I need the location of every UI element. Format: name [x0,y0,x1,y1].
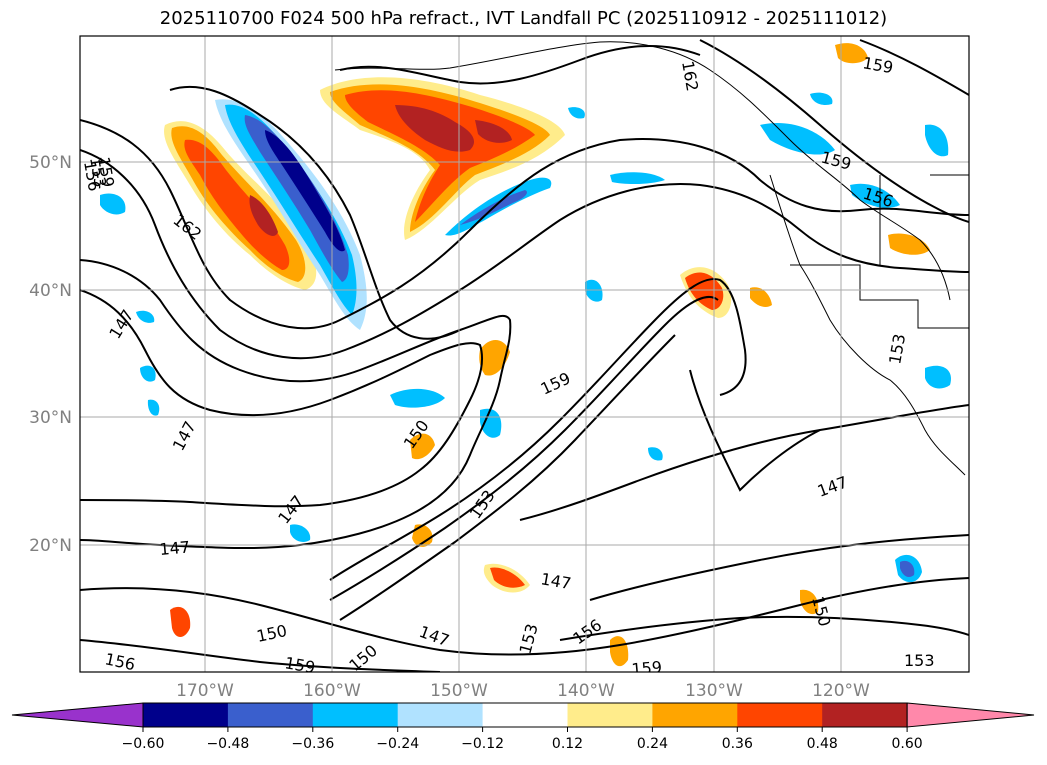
lon-label-170w: 170°W [176,681,234,701]
shaded-anomalies [100,43,951,667]
lon-label-140w: 140°W [557,681,615,701]
latitude-labels: 50°N 40°N 30°N 20°N [29,153,72,556]
colorbar-tick-label: −0.48 [206,736,249,752]
coastlines [334,41,969,476]
colorbar-segment [312,703,399,727]
colorbar-tick-label: −0.36 [291,736,334,752]
lat-label-40n: 40°N [29,281,72,301]
colorbar-segment [652,703,738,727]
colorbar-extend-min [11,702,144,728]
colorbar-tick-label: −0.60 [122,736,165,752]
lon-label-120w: 120°W [812,681,870,701]
longitude-labels: 170°W 160°W 150°W 140°W 130°W 120°W [176,681,870,701]
lat-label-50n: 50°N [29,153,72,173]
height-contours [80,39,969,672]
contour-label: 147 [159,537,191,559]
colorbar-segment [737,703,823,727]
map-content: 162 159 159 156 159 153 156 162 147 147 … [80,36,969,679]
colorbar-outline [142,702,908,728]
graticule [80,36,969,672]
lat-label-20n: 20°N [29,536,72,556]
lon-label-150w: 150°W [430,681,488,701]
colorbar: −0.60 −0.48 −0.36 −0.24 −0.12 0.12 0.24 0.36 0.4… [11,702,1035,752]
colorbar-tick-label: 0.12 [552,736,583,752]
colorbar-segment [227,703,314,727]
lat-label-30n: 30°N [29,408,72,428]
lon-label-130w: 130°W [685,681,743,701]
colorbar-segment [567,703,653,727]
colorbar-segment [397,703,484,727]
map-frame [79,35,970,673]
lon-label-160w: 160°W [303,681,361,701]
colorbar-tick-label: −0.12 [461,736,504,752]
colorbar-segment [822,703,908,727]
colorbar-tick-label: −0.24 [376,736,419,752]
colorbar-extend-max [906,702,1035,728]
colorbar-segment [143,703,229,727]
contour-label: 159 [631,657,663,679]
colorbar-tick-label: 0.48 [807,736,838,752]
colorbar-tick-label: 0.24 [637,736,668,752]
colorbar-segment [482,703,568,727]
map-title: 2025110700 F024 500 hPa refract., IVT La… [159,8,888,29]
contour-label: 159 [283,653,316,677]
colorbar-tick-label: 0.60 [892,736,923,752]
contour-label: 156 [103,649,137,674]
contour-label: 153 [904,651,935,670]
colorbar-tick-label: 0.36 [722,736,753,752]
